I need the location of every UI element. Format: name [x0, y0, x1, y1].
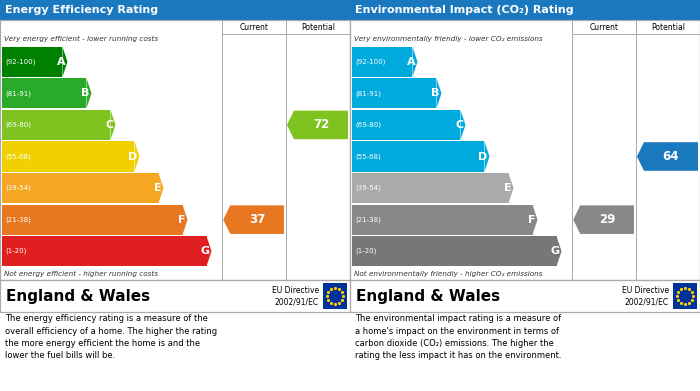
Bar [2, 47, 62, 77]
Bar [2, 110, 111, 140]
Text: G: G [200, 246, 209, 256]
Text: England & Wales: England & Wales [6, 289, 150, 303]
Polygon shape [134, 142, 139, 172]
Text: D: D [128, 151, 137, 161]
Bar [350, 280, 700, 312]
Text: (21-38): (21-38) [355, 216, 381, 223]
Bar [352, 78, 437, 108]
Text: England & Wales: England & Wales [356, 289, 500, 303]
Text: (81-91): (81-91) [355, 90, 381, 97]
Bar [350, 280, 700, 312]
Bar [352, 173, 508, 203]
Text: A: A [57, 57, 66, 67]
Bar [352, 204, 533, 235]
Text: F: F [528, 215, 536, 225]
Polygon shape [287, 111, 348, 139]
Text: C: C [456, 120, 463, 130]
Polygon shape [533, 204, 538, 235]
Bar [673, 283, 697, 309]
Text: Current: Current [589, 23, 619, 32]
Text: (39-54): (39-54) [355, 185, 381, 191]
Text: Energy Efficiency Rating: Energy Efficiency Rating [5, 5, 158, 15]
Text: B: B [81, 88, 90, 99]
Bar [2, 204, 183, 235]
Bar [352, 236, 556, 266]
Polygon shape [111, 110, 116, 140]
Text: E: E [154, 183, 162, 193]
Text: EU Directive
2002/91/EC: EU Directive 2002/91/EC [272, 286, 319, 306]
Text: 29: 29 [599, 213, 615, 226]
Text: Current: Current [239, 23, 269, 32]
Text: A: A [407, 57, 416, 67]
Text: (55-68): (55-68) [355, 153, 381, 160]
Polygon shape [62, 47, 67, 77]
Polygon shape [437, 78, 442, 108]
Polygon shape [556, 236, 561, 266]
Bar [2, 78, 87, 108]
Text: C: C [106, 120, 113, 130]
Bar [2, 236, 206, 266]
Text: B: B [431, 88, 440, 99]
Text: D: D [478, 151, 487, 161]
Bar [2, 173, 158, 203]
Bar [323, 283, 347, 309]
Text: The environmental impact rating is a measure of
a home's impact on the environme: The environmental impact rating is a mea… [355, 314, 561, 361]
Text: (69-80): (69-80) [5, 122, 31, 128]
Bar [0, 280, 350, 312]
Text: (1-20): (1-20) [355, 248, 377, 255]
Bar [2, 142, 134, 172]
Polygon shape [223, 205, 284, 234]
Text: Not environmentally friendly - higher CO₂ emissions: Not environmentally friendly - higher CO… [354, 271, 542, 277]
Text: F: F [178, 215, 186, 225]
Polygon shape [573, 205, 634, 234]
Text: Not energy efficient - higher running costs: Not energy efficient - higher running co… [4, 271, 158, 277]
Text: E: E [504, 183, 512, 193]
Text: 64: 64 [663, 150, 679, 163]
Polygon shape [412, 47, 417, 77]
Polygon shape [87, 78, 92, 108]
Text: Potential: Potential [651, 23, 685, 32]
Text: (55-68): (55-68) [5, 153, 31, 160]
Bar [350, 20, 700, 280]
Text: G: G [550, 246, 559, 256]
Polygon shape [158, 173, 164, 203]
Bar [350, 20, 700, 280]
Text: (81-91): (81-91) [5, 90, 31, 97]
Text: Very energy efficient - lower running costs: Very energy efficient - lower running co… [4, 36, 158, 42]
Text: (69-80): (69-80) [355, 122, 381, 128]
Text: Very environmentally friendly - lower CO₂ emissions: Very environmentally friendly - lower CO… [354, 36, 542, 42]
Bar [0, 20, 350, 280]
Bar [350, 0, 700, 20]
Text: Environmental Impact (CO₂) Rating: Environmental Impact (CO₂) Rating [355, 5, 573, 15]
Bar [352, 142, 484, 172]
Text: (39-54): (39-54) [5, 185, 31, 191]
Text: Potential: Potential [301, 23, 335, 32]
Text: 72: 72 [313, 118, 329, 131]
Text: (92-100): (92-100) [355, 59, 386, 65]
Text: (1-20): (1-20) [5, 248, 27, 255]
Text: The energy efficiency rating is a measure of the
overall efficiency of a home. T: The energy efficiency rating is a measur… [5, 314, 217, 361]
Polygon shape [183, 204, 188, 235]
Text: 37: 37 [249, 213, 265, 226]
Polygon shape [484, 142, 489, 172]
Text: (21-38): (21-38) [5, 216, 31, 223]
Polygon shape [206, 236, 211, 266]
Bar [352, 47, 412, 77]
Text: EU Directive
2002/91/EC: EU Directive 2002/91/EC [622, 286, 669, 306]
Polygon shape [637, 142, 698, 171]
Text: (92-100): (92-100) [5, 59, 36, 65]
Bar [0, 280, 350, 312]
Polygon shape [461, 110, 466, 140]
Bar [352, 110, 461, 140]
Polygon shape [508, 173, 514, 203]
Bar [0, 20, 350, 280]
Bar [0, 0, 350, 20]
